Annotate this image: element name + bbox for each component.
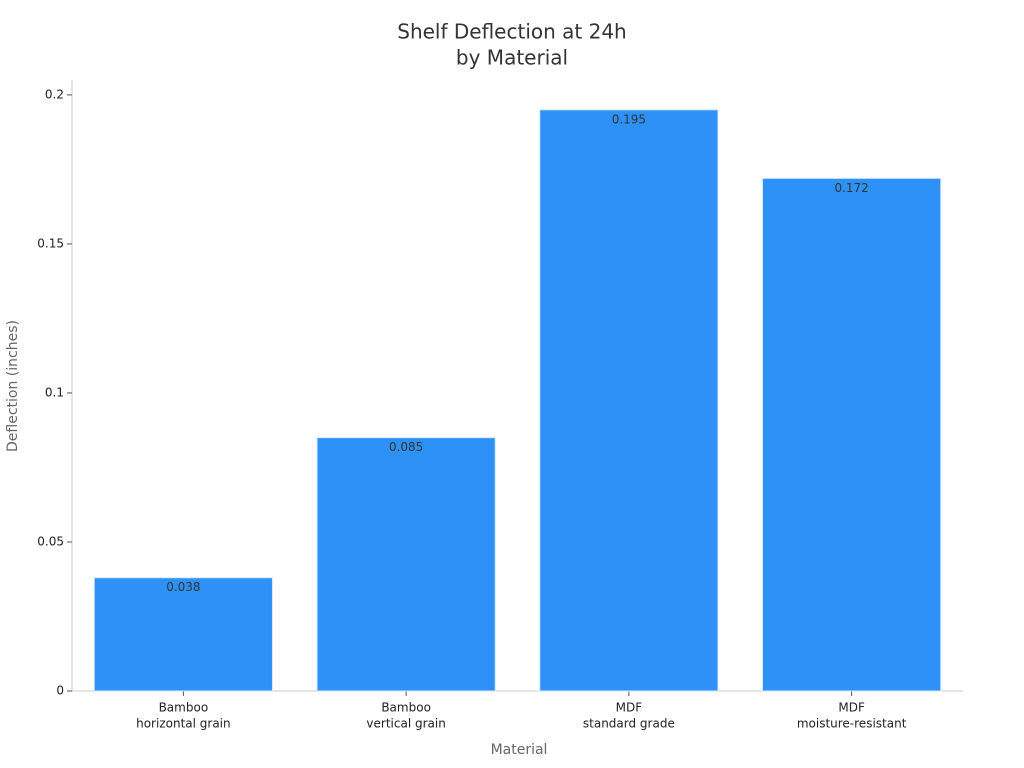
value-label: 0.172 <box>834 181 868 195</box>
value-label: 0.038 <box>166 580 200 594</box>
x-tick-label: Bamboo <box>381 701 431 715</box>
bar <box>539 109 719 692</box>
x-tick-label: standard grade <box>583 717 675 731</box>
x-axis-label: Material <box>491 742 548 758</box>
bar <box>316 437 496 692</box>
x-tick-label: moisture-resistant <box>797 717 907 731</box>
chart-title: by Material <box>456 46 568 70</box>
x-tick-label: MDF <box>838 701 865 715</box>
y-axis-label: Deflection (inches) <box>5 320 21 452</box>
x-tick-label: Bamboo <box>159 701 209 715</box>
y-tick-label: 0.05 <box>37 534 64 548</box>
y-tick-label: 0.2 <box>45 87 64 101</box>
value-label: 0.195 <box>612 112 646 126</box>
bar <box>762 177 942 692</box>
y-tick-label: 0 <box>56 684 64 698</box>
chart-title: Shelf Deflection at 24h <box>397 20 626 44</box>
x-tick-label: horizontal grain <box>136 717 231 731</box>
y-tick-label: 0.1 <box>45 385 64 399</box>
value-label: 0.085 <box>389 440 423 454</box>
x-tick-label: MDF <box>616 701 643 715</box>
x-tick-label: vertical grain <box>366 717 445 731</box>
bar <box>93 577 273 692</box>
y-tick-label: 0.15 <box>37 236 64 250</box>
